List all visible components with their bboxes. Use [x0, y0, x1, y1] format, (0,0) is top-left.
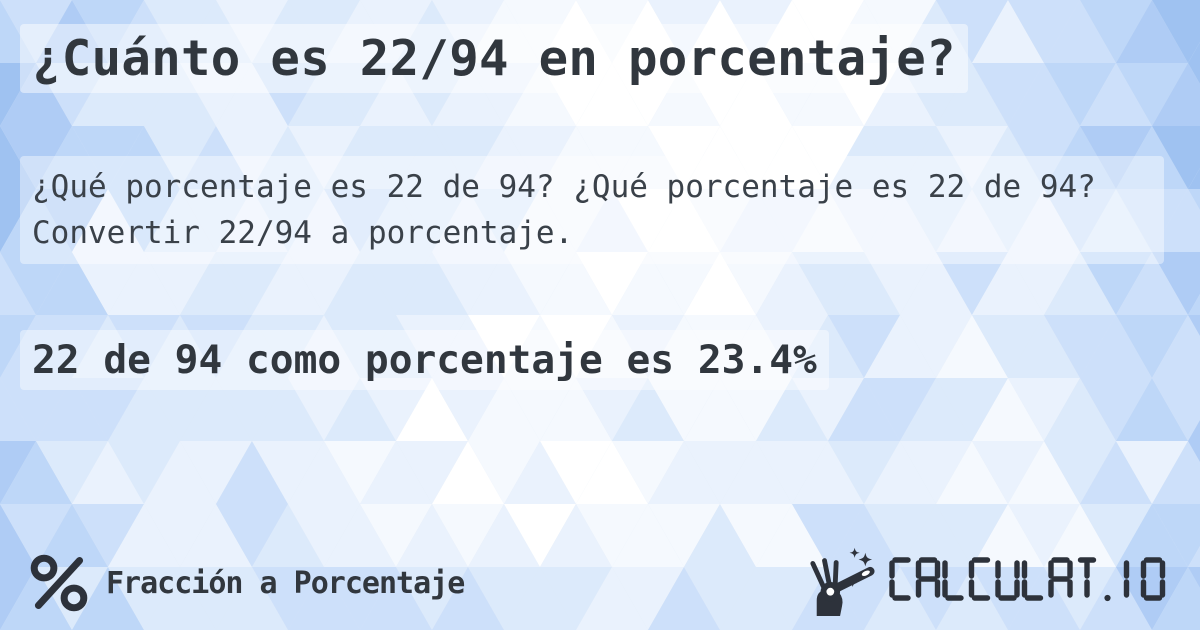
- answer-line: 22 de 94 como porcentaje es 23.4%: [20, 330, 829, 390]
- page-title: ¿Cuánto es 22/94 en porcentaje?: [20, 24, 968, 93]
- brand-logo: CALCULAT.IO: [804, 546, 1167, 616]
- description-text: ¿Qué porcentaje es 22 de 94? ¿Qué porcen…: [20, 156, 1164, 264]
- brand-wordmark-seven-segment: [888, 557, 1165, 602]
- sparkle-stars: [848, 547, 872, 588]
- category-badge: Fracción a Porcentaje: [30, 554, 465, 612]
- magic-wand-hand-icon: [809, 547, 875, 616]
- percent-icon: [30, 554, 88, 612]
- category-label: Fracción a Porcentaje: [106, 565, 465, 601]
